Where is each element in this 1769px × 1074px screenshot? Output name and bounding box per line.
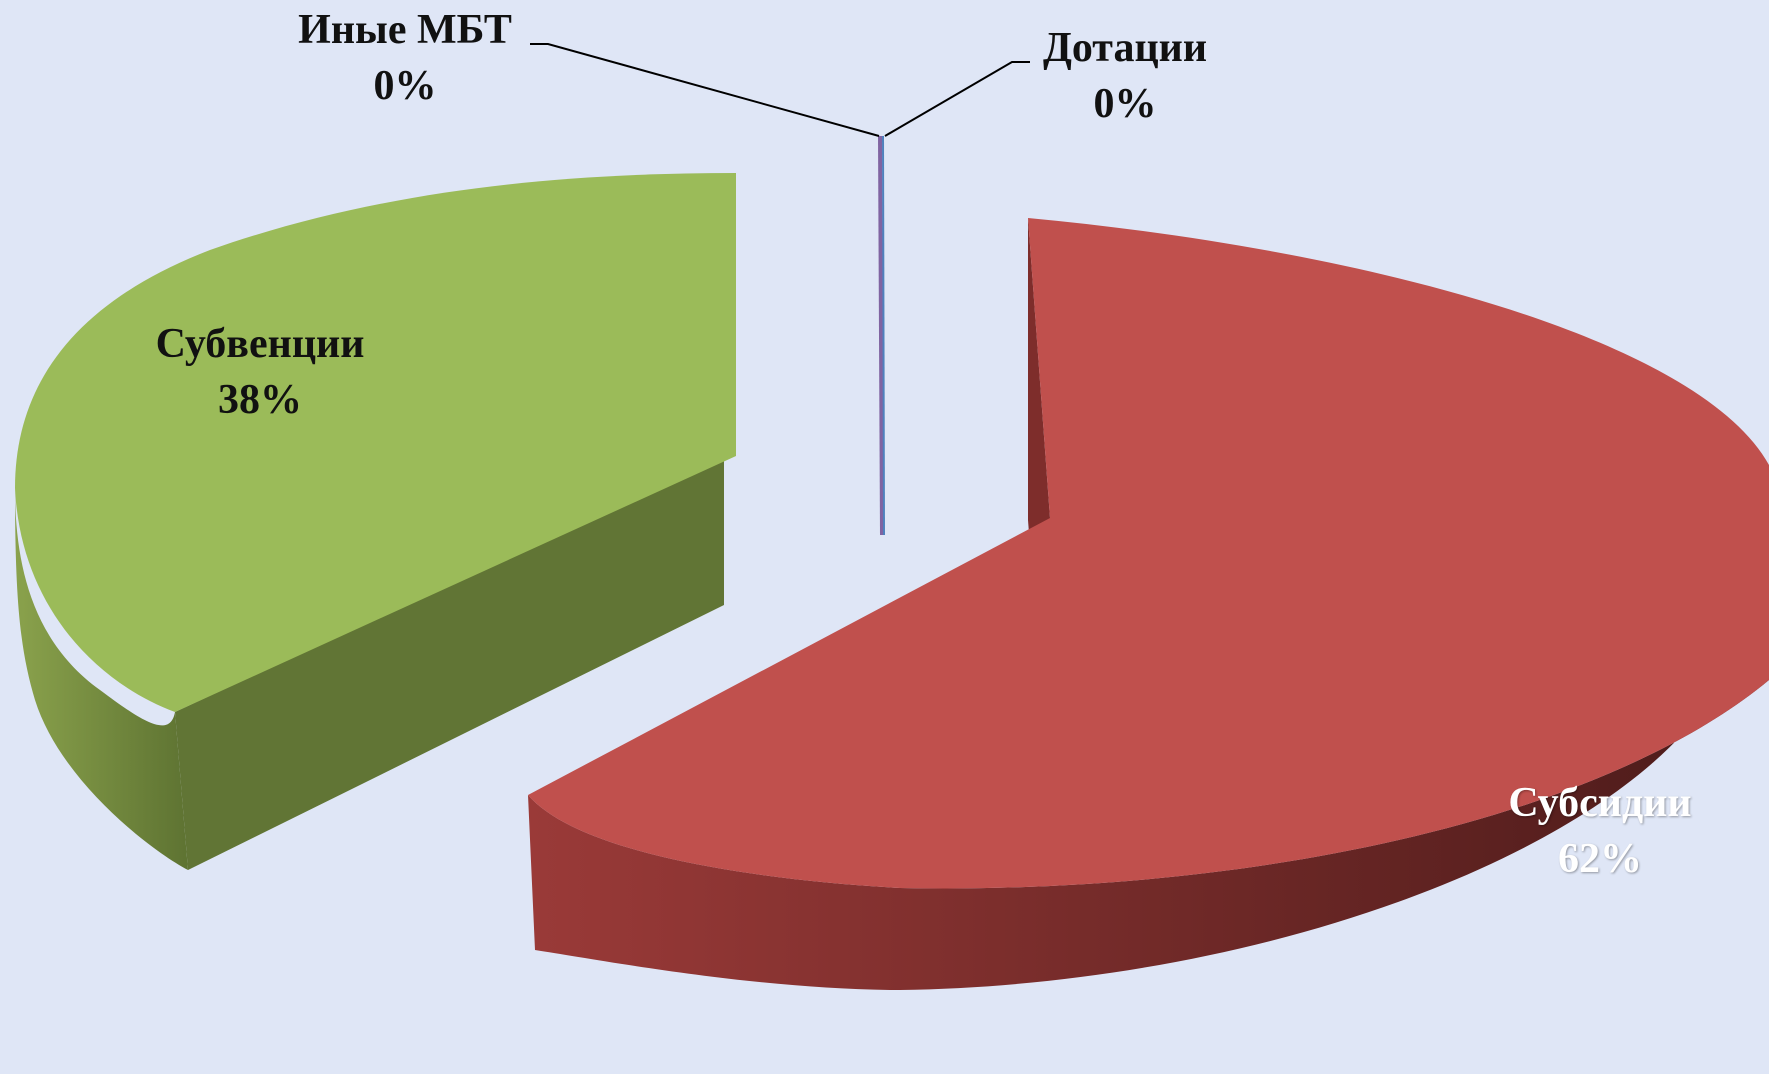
data-label-subvencii-percent: 38% — [218, 377, 302, 423]
data-label-inye-mbt-percent: 0% — [373, 63, 437, 109]
pie-slice-subsidii — [528, 218, 1769, 990]
data-label-dotacii-percent: 0% — [1093, 81, 1157, 127]
leader-line-dotacii — [884, 61, 1030, 137]
data-label-subvencii: Субвенции 38% — [140, 316, 380, 428]
pie-slice-subvencii-cut-face — [175, 456, 724, 870]
pie-slice-subvencii-side — [15, 488, 188, 870]
pie-slice-subsidii-top — [528, 218, 1769, 889]
data-label-subsidii: Субсидии 62% — [1480, 775, 1720, 887]
data-label-dotacii: Дотации 0% — [1030, 20, 1220, 132]
pie-slice-subvencii-top — [15, 173, 736, 712]
data-label-subvencii-name: Субвенции — [155, 321, 365, 367]
pie-slice-inye-mbt — [878, 135, 884, 536]
pie-slice-dotacii — [882, 135, 885, 536]
pie-slice-subsidii-side — [528, 466, 1769, 990]
data-label-inye-mbt: Иные МБТ 0% — [280, 2, 530, 114]
data-label-dotacii-name: Дотации — [1042, 25, 1208, 71]
data-label-subsidii-name: Субсидии — [1508, 780, 1692, 826]
leader-line-inye-mbt — [530, 43, 880, 137]
pie-slice-subvencii — [15, 173, 736, 870]
data-label-inye-mbt-name: Иные МБТ — [298, 7, 512, 53]
data-label-subsidii-percent: 62% — [1558, 836, 1642, 882]
